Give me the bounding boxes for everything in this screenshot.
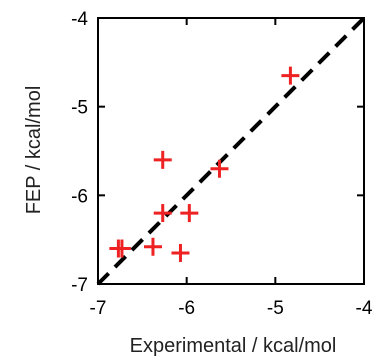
y-tick-label: -7	[71, 275, 88, 296]
diagonal-reference-line	[96, 16, 366, 286]
axis-ticks	[97, 17, 365, 285]
y-axis-title: FEP / kcal/mol	[23, 86, 45, 215]
data-points	[109, 66, 300, 262]
x-tick-label: -6	[178, 298, 195, 319]
data-point	[171, 243, 190, 262]
data-point	[153, 150, 172, 169]
x-tick-label: -7	[90, 298, 107, 319]
y-tick-label: -4	[71, 9, 88, 30]
plot-frame	[97, 17, 365, 285]
data-point	[180, 204, 199, 223]
data-point	[153, 204, 172, 223]
data-point	[109, 239, 128, 258]
x-axis-title: Experimental / kcal/mol	[130, 335, 337, 357]
data-point	[143, 237, 162, 256]
x-tick-label: -4	[356, 298, 373, 319]
x-tick-labels: -7 -6 -5 -4	[90, 298, 373, 319]
x-tick-label: -5	[267, 298, 284, 319]
y-tick-label: -6	[71, 186, 88, 207]
y-tick-labels: -4 -5 -6 -7	[71, 9, 88, 296]
y-tick-label: -5	[71, 98, 88, 119]
data-point	[281, 66, 300, 85]
data-point	[210, 159, 229, 178]
